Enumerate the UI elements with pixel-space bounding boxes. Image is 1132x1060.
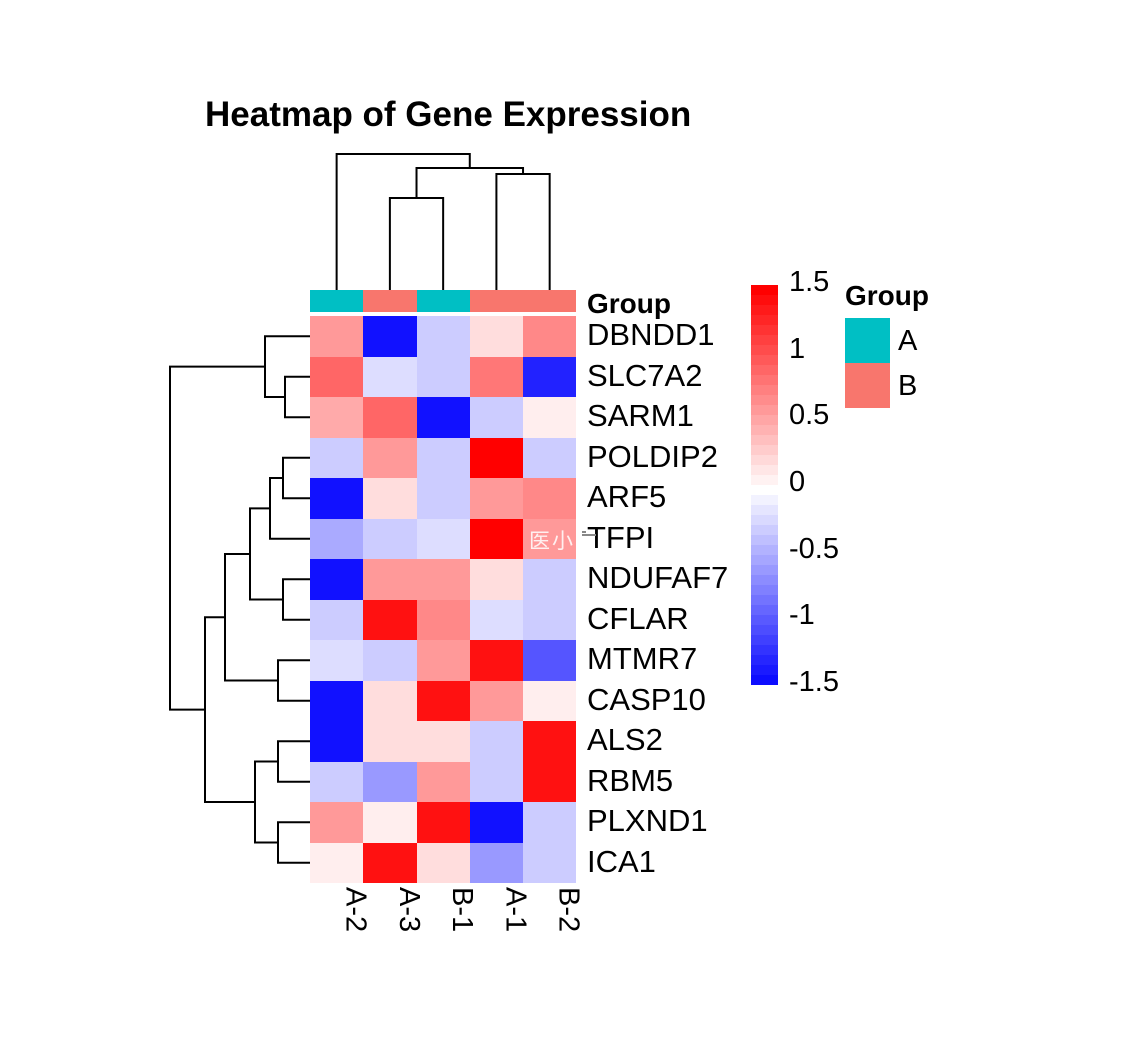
- svg-text:A-3: A-3: [393, 887, 425, 932]
- svg-text:A-1: A-1: [499, 887, 531, 932]
- svg-text:B-2: B-2: [553, 887, 585, 932]
- svg-text:A-2: A-2: [340, 887, 372, 932]
- svg-text:B-1: B-1: [446, 887, 478, 932]
